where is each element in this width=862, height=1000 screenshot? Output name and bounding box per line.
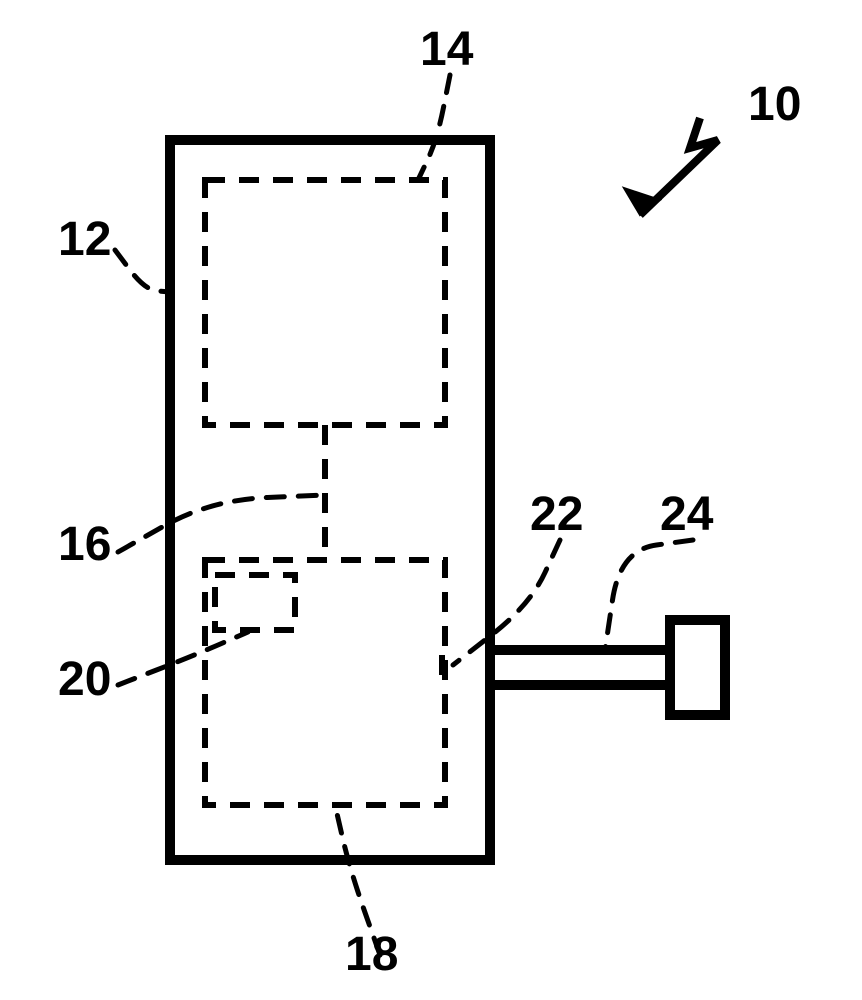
ref-label-18: 18 [345, 928, 398, 981]
ref-label-16: 16 [58, 518, 111, 571]
ref-label-24: 24 [660, 488, 714, 541]
ref-label-14: 14 [420, 23, 474, 76]
ref-label-10: 10 [748, 78, 801, 131]
ref-label-12: 12 [58, 213, 111, 266]
ref-label-20: 20 [58, 653, 111, 706]
ref-label-22: 22 [530, 488, 583, 541]
